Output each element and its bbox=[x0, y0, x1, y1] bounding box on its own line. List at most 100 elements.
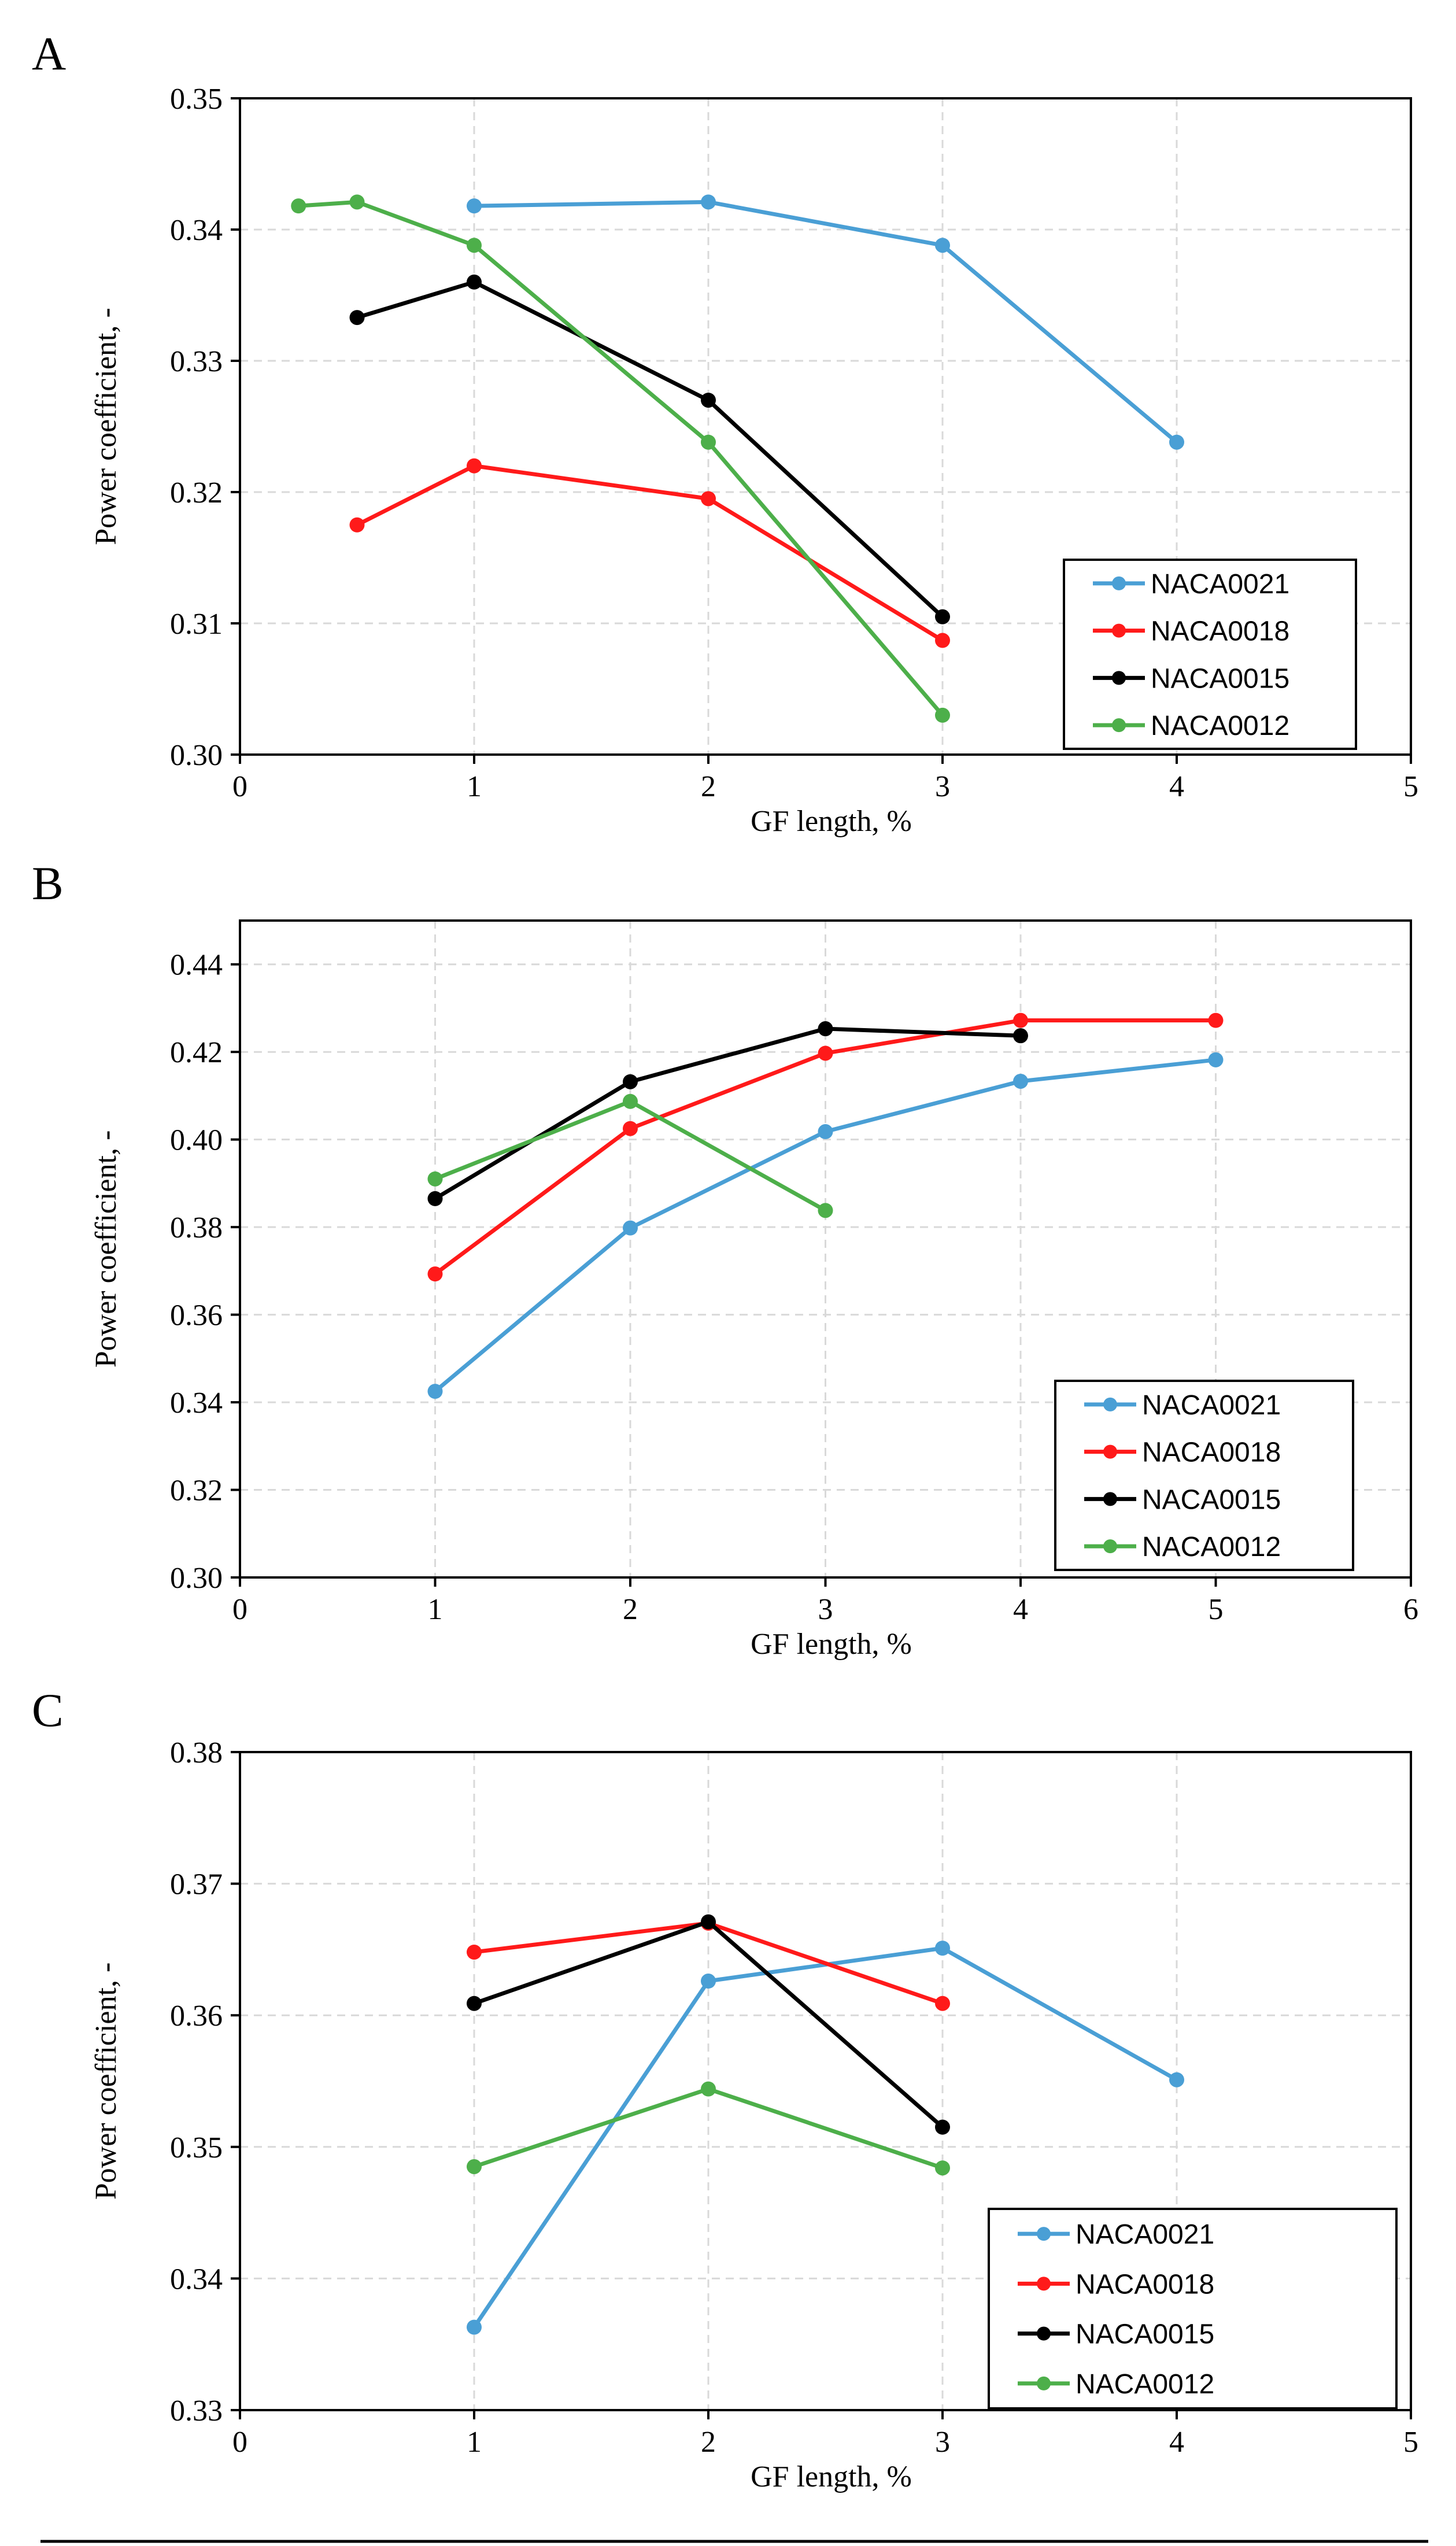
x-tick-label: 0 bbox=[232, 2426, 247, 2459]
data-point bbox=[1013, 1028, 1028, 1044]
y-tick-label: 0.37 bbox=[170, 1868, 223, 1901]
legend-label: NACA0018 bbox=[1151, 616, 1289, 647]
y-tick-label: 0.40 bbox=[170, 1124, 223, 1157]
x-tick-label: 6 bbox=[1403, 1593, 1418, 1626]
plot-area-frame bbox=[239, 97, 1412, 756]
y-tick-label: 0.34 bbox=[170, 2263, 223, 2296]
data-point bbox=[467, 1944, 482, 1960]
legend-label: NACA0012 bbox=[1076, 2369, 1214, 2400]
x-tick-label: 2 bbox=[701, 2426, 716, 2459]
legend-swatch-marker bbox=[1103, 1397, 1117, 1411]
legend-box bbox=[988, 2208, 1398, 2410]
data-point bbox=[427, 1384, 443, 1399]
legend-swatch-marker bbox=[1112, 576, 1126, 590]
y-tick-label: 0.33 bbox=[170, 2395, 223, 2427]
panel-label: B bbox=[32, 857, 64, 910]
legend-label: NACA0021 bbox=[1151, 569, 1289, 600]
data-point bbox=[467, 2159, 482, 2174]
y-tick-label: 0.30 bbox=[170, 739, 223, 772]
x-tick-label: 0 bbox=[232, 770, 247, 803]
data-point bbox=[1013, 1013, 1028, 1028]
data-point bbox=[701, 2081, 716, 2097]
x-tick-label: 2 bbox=[701, 770, 716, 803]
legend-label: NACA0021 bbox=[1076, 2219, 1214, 2250]
data-point bbox=[467, 458, 482, 474]
data-point bbox=[427, 1191, 443, 1206]
panel-label: A bbox=[32, 27, 66, 80]
legend: NACA0021 NACA0018 NACA0015 NACA0012 bbox=[1054, 1380, 1354, 1571]
x-tick-label: 1 bbox=[428, 1593, 443, 1626]
chart-panel-b: B 0.30 0.32 0.34 0.36 0.38 0.40 0.42 0.44 0 1 2 3 4 5 6… bbox=[32, 857, 1418, 1661]
legend-swatch-marker bbox=[1103, 1444, 1117, 1459]
series-naca0012 bbox=[291, 194, 950, 723]
data-point bbox=[701, 434, 716, 450]
legend-label: NACA0015 bbox=[1151, 663, 1289, 694]
legend-swatch-marker bbox=[1037, 2277, 1051, 2291]
x-tick-label: 3 bbox=[935, 770, 950, 803]
data-point bbox=[701, 194, 716, 210]
y-tick-label: 0.34 bbox=[170, 1387, 223, 1420]
x-tick-label: 3 bbox=[818, 1593, 833, 1626]
data-point bbox=[701, 393, 716, 408]
series-naca0012 bbox=[467, 2081, 950, 2176]
data-point bbox=[623, 1074, 638, 1089]
legend-label: NACA0021 bbox=[1142, 1390, 1281, 1421]
data-point bbox=[623, 1093, 638, 1109]
y-tick-label: 0.34 bbox=[170, 214, 223, 247]
data-point bbox=[935, 2160, 950, 2176]
legend-swatch-marker bbox=[1037, 2376, 1051, 2390]
data-point bbox=[701, 1914, 716, 1930]
data-point bbox=[467, 2319, 482, 2335]
legend-swatch-marker bbox=[1103, 1539, 1117, 1554]
chart-panel-c: C 0.33 0.34 0.35 0.36 0.37 0.38 0 1 2 3 4 5 GF length… bbox=[32, 1684, 1418, 2493]
y-tick-label: 0.42 bbox=[170, 1036, 223, 1069]
series-line bbox=[474, 199, 1178, 444]
y-axis-title: Power coefficient, - bbox=[90, 1963, 123, 2200]
data-point bbox=[1208, 1052, 1224, 1067]
series-naca0012 bbox=[427, 1093, 833, 1218]
y-tick-label: 0.35 bbox=[170, 83, 223, 116]
legend-label: NACA0018 bbox=[1076, 2269, 1214, 2300]
x-axis-title: GF length, % bbox=[751, 1628, 912, 1661]
data-point bbox=[349, 194, 365, 210]
data-point bbox=[467, 238, 482, 253]
series-naca0018 bbox=[349, 458, 950, 648]
y-tick-label: 0.36 bbox=[170, 2000, 223, 2033]
data-point bbox=[935, 707, 950, 723]
data-point bbox=[1208, 1013, 1224, 1028]
legend-swatch-marker bbox=[1103, 1492, 1117, 1506]
data-point bbox=[701, 1974, 716, 1989]
data-point bbox=[1169, 2072, 1184, 2087]
y-tick-label: 0.36 bbox=[170, 1299, 223, 1332]
data-point bbox=[935, 633, 950, 648]
data-point bbox=[818, 1203, 833, 1218]
x-tick-label: 3 bbox=[935, 2426, 950, 2459]
y-tick-label: 0.44 bbox=[170, 949, 223, 982]
data-point bbox=[935, 1996, 950, 2011]
y-axis-title: Power coefficient, - bbox=[90, 1130, 123, 1368]
data-point bbox=[623, 1220, 638, 1236]
data-point bbox=[935, 609, 950, 625]
y-tick-label: 0.38 bbox=[170, 1736, 223, 1769]
data-point bbox=[467, 198, 482, 214]
y-tick-label: 0.31 bbox=[170, 608, 223, 641]
legend: NACA0021 NACA0018 NACA0015 NACA0012 bbox=[1063, 559, 1357, 750]
x-tick-label: 4 bbox=[1169, 770, 1184, 803]
data-point bbox=[349, 310, 365, 326]
legend-label: NACA0015 bbox=[1142, 1484, 1281, 1515]
data-point bbox=[935, 1941, 950, 1956]
x-tick-label: 2 bbox=[623, 1593, 638, 1626]
data-point bbox=[291, 198, 306, 214]
series-naca0021 bbox=[467, 194, 1184, 450]
data-point bbox=[467, 274, 482, 290]
x-tick-label: 5 bbox=[1403, 770, 1418, 803]
data-point bbox=[935, 238, 950, 253]
y-tick-label: 0.32 bbox=[170, 1475, 223, 1507]
y-axis-title: Power coefficient, - bbox=[90, 308, 123, 545]
legend-box bbox=[1063, 559, 1357, 750]
x-tick-label: 1 bbox=[467, 2426, 482, 2459]
series-line bbox=[356, 464, 944, 642]
x-tick-label: 0 bbox=[232, 1593, 247, 1626]
